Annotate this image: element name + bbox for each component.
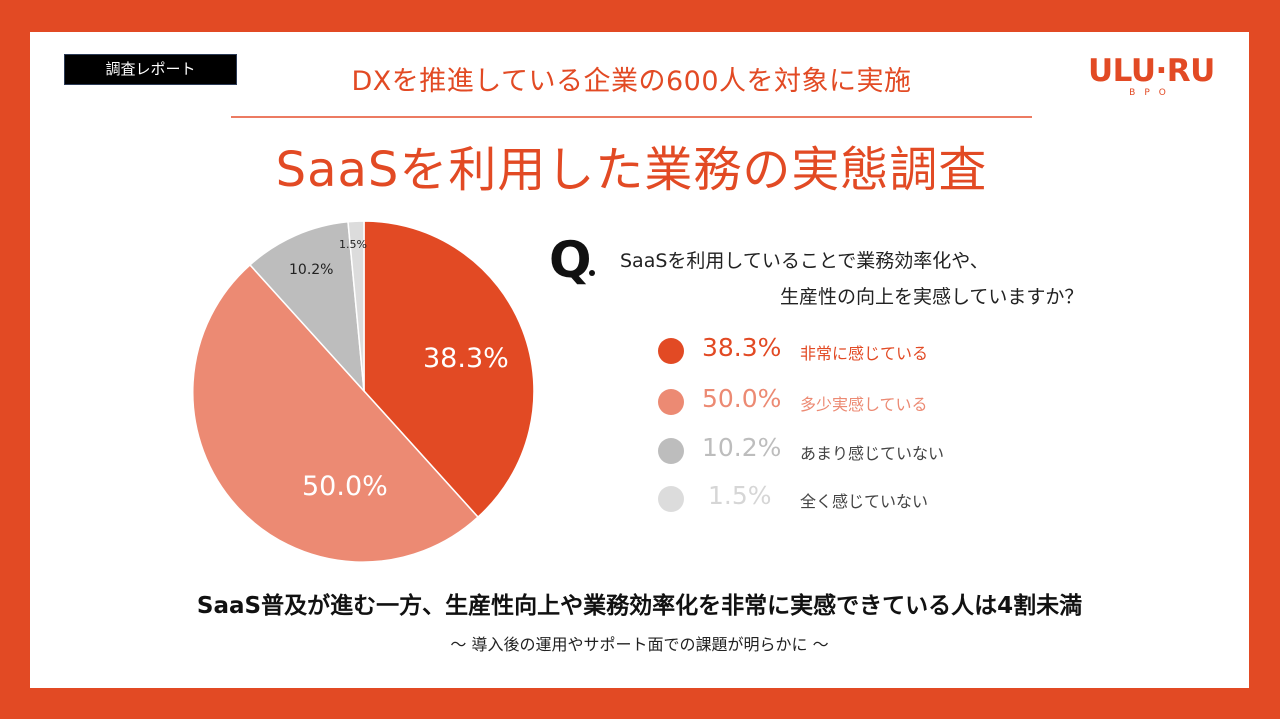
pie-label-very-much: 38.3% — [423, 343, 509, 374]
legend-label: あまり感じていない — [800, 444, 945, 463]
logo-subtext: BPO — [1129, 88, 1175, 98]
title-divider — [231, 116, 1032, 118]
legend-value: 10.2% — [702, 433, 782, 462]
legend-value: 1.5% — [708, 481, 772, 510]
page-title: SaaSを利用した業務の実態調査 — [275, 142, 988, 198]
legend-dot-icon — [658, 486, 684, 512]
legend-value: 50.0% — [702, 384, 782, 413]
pie-label-not-at-all: 1.5% — [339, 238, 367, 251]
legend-label: 非常に感じている — [800, 344, 929, 363]
brand-logo: ULU·RU BPO — [1088, 53, 1215, 99]
question-dot — [589, 270, 595, 276]
summary-headline: SaaS普及が進む一方、生産性向上や業務効率化を非常に実感できている人は4割未満 — [196, 593, 1083, 619]
legend-dot-icon — [658, 389, 684, 415]
summary-subheadline: ～ 導入後の運用やサポート面での課題が明らかに ～ — [450, 635, 829, 654]
legend-dot-icon — [658, 438, 684, 464]
legend-dot-icon — [658, 338, 684, 364]
question-text-line1: SaaSを利用していることで業務効率化や、 — [620, 250, 989, 272]
pie-slice-not-much — [248, 220, 365, 394]
question-text-line2: 生産性の向上を実感していますか？ — [780, 286, 1084, 308]
question-mark: Q — [549, 231, 592, 289]
pie-slice-not-at-all — [347, 220, 365, 392]
legend-value: 38.3% — [702, 333, 782, 362]
report-badge: 調査レポート — [64, 54, 237, 85]
pie-slice-somewhat — [192, 263, 480, 563]
logo-wordmark: ULU·RU — [1088, 53, 1215, 89]
legend-label: 全く感じていない — [800, 492, 929, 511]
pie-slice-very-much — [363, 220, 535, 519]
pie-label-not-much: 10.2% — [289, 262, 334, 278]
pie-label-somewhat: 50.0% — [302, 471, 388, 502]
legend-label: 多少実感している — [800, 395, 928, 414]
survey-subtitle: DXを推進している企業の600人を対象に実施 — [351, 66, 912, 97]
